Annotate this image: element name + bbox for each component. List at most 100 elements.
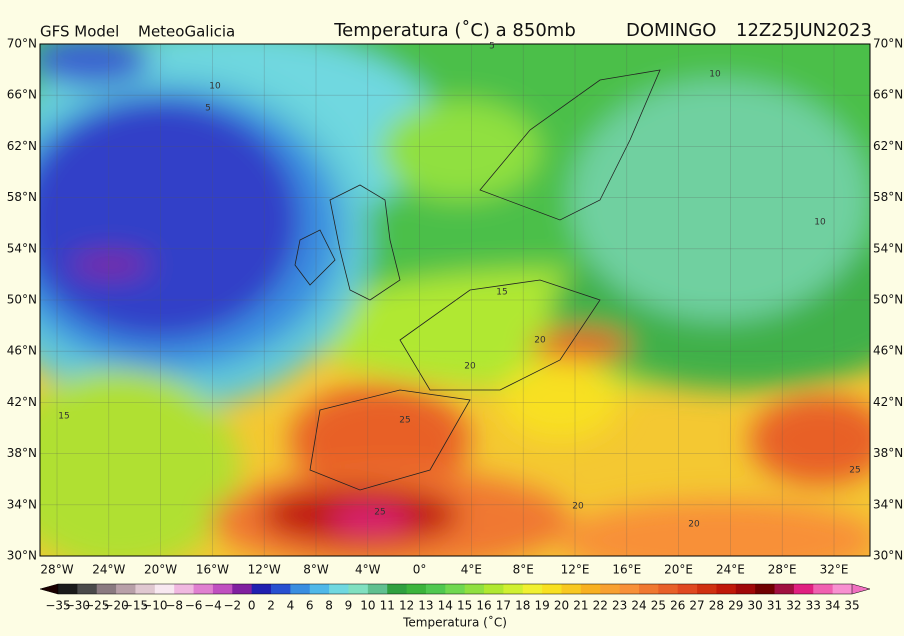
map-frame [39, 43, 871, 557]
lon-label: 8°E [513, 563, 534, 577]
colorbar-tick: 34 [825, 599, 840, 613]
lon-label: 12°E [561, 563, 590, 577]
colorbar-segment [793, 584, 814, 594]
colorbar-segment [580, 584, 601, 594]
day: DOMINGO [626, 20, 716, 41]
colorbar-tick: −10 [142, 599, 167, 613]
colorbar-segment [542, 584, 562, 594]
lat-label: 62°N [7, 139, 37, 153]
colorbar-tick: 13 [418, 599, 433, 613]
lat-label: 30°N [873, 549, 903, 563]
colorbar-segment [484, 584, 504, 594]
lat-label: 70°N [873, 37, 903, 51]
lon-label: 0° [413, 563, 427, 577]
colorbar-tick: 35 [844, 599, 859, 613]
colorbar-label: Temperatura (˚C) [402, 615, 507, 630]
contour-label: 25 [374, 508, 385, 518]
lon-label: 8°W [303, 563, 329, 577]
colorbar-tick: 0 [248, 599, 256, 613]
colorbar-segment [96, 584, 117, 594]
contour-label: 20 [688, 520, 700, 530]
source-name: MeteoGalicia [138, 23, 235, 41]
lat-label: 46°N [873, 344, 903, 358]
colorbar-segment [77, 584, 98, 594]
colorbar-segment [271, 584, 291, 594]
colorbar-tick: 20 [554, 599, 569, 613]
lon-label: 32°E [820, 563, 849, 577]
lat-label: 34°N [7, 497, 37, 511]
colorbar-tick: 8 [325, 599, 333, 613]
colorbar-tick: −4 [204, 599, 222, 613]
colorbar-tick: −2 [223, 599, 241, 613]
colorbar-segment [658, 584, 679, 594]
colorbar-tick: 21 [573, 599, 588, 613]
colorbar-segment [174, 584, 194, 594]
colorbar-tick: 23 [612, 599, 627, 613]
lon-label: 24°E [716, 563, 745, 577]
colorbar-segment [755, 584, 775, 594]
colorbar-tick: 2 [267, 599, 275, 613]
colorbar-segment [522, 584, 543, 594]
colorbar-segment [329, 584, 349, 594]
lat-label: 34°N [873, 497, 903, 511]
colorbar-segment [445, 584, 466, 594]
contour-label: 25 [399, 416, 410, 426]
colorbar-tick: 17 [496, 599, 511, 613]
lat-label: 42°N [7, 395, 37, 409]
colorbar-tick: −15 [123, 599, 148, 613]
colorbar-tick: 22 [593, 599, 608, 613]
colorbar-tick: −25 [84, 599, 109, 613]
colorbar-tick: 19 [535, 599, 550, 613]
colorbar-segment [561, 584, 582, 594]
colorbar-segment [697, 584, 717, 594]
colorbar-segment [116, 584, 136, 594]
contour-label: 10 [709, 70, 721, 80]
lon-label: 28°E [768, 563, 797, 577]
colorbar-segment [387, 584, 407, 594]
coastlines [294, 69, 661, 491]
colorbar-tick: 12 [399, 599, 414, 613]
contour-label: 20 [534, 336, 546, 346]
contour-label: 5 [205, 104, 211, 114]
lat-label: 58°N [873, 190, 903, 204]
contour-label: 25 [849, 466, 860, 476]
colorbar-tick: 27 [689, 599, 704, 613]
colorbar-segment [600, 584, 621, 594]
contour-label: 20 [464, 362, 476, 372]
contour-label: 5 [489, 42, 495, 52]
run: 12Z25JUN2023 [736, 20, 872, 41]
lat-label: 46°N [7, 344, 37, 358]
colorbar-tick: 11 [380, 599, 395, 613]
lon-label: 16°W [196, 563, 229, 577]
colorbar-tick: 18 [515, 599, 530, 613]
contour-label: 15 [496, 288, 507, 298]
colorbar-frame [57, 583, 853, 595]
graticule [40, 44, 870, 556]
colorbar-tick: 29 [728, 599, 743, 613]
lat-label: 50°N [873, 293, 903, 307]
colorbar-segment [735, 584, 756, 594]
colorbar-segment [813, 584, 834, 594]
lon-label: 20°W [144, 563, 177, 577]
colorbar-tick: 15 [457, 599, 472, 613]
colorbar-segment [348, 584, 369, 594]
lat-label: 54°N [873, 241, 903, 255]
colorbar-segment [774, 584, 795, 594]
colorbar-tick: 33 [806, 599, 821, 613]
colorbar-tick: 6 [306, 599, 314, 613]
colorbar-segment [58, 584, 78, 594]
lon-label: 28°W [40, 563, 73, 577]
colorbar-segment [425, 584, 446, 594]
model-name: GFS Model [40, 23, 119, 41]
lon-label: 16°E [612, 563, 641, 577]
colorbar-over [851, 583, 871, 595]
colorbar-segment [135, 584, 156, 594]
contour-label: 15 [58, 412, 69, 422]
colorbar-segment [212, 584, 233, 594]
colorbar-segment [154, 584, 175, 594]
colorbar-tick: −35 [45, 599, 70, 613]
contour-label: 20 [572, 502, 584, 512]
colorbar-segment [464, 584, 485, 594]
lat-label: 70°N [7, 37, 37, 51]
